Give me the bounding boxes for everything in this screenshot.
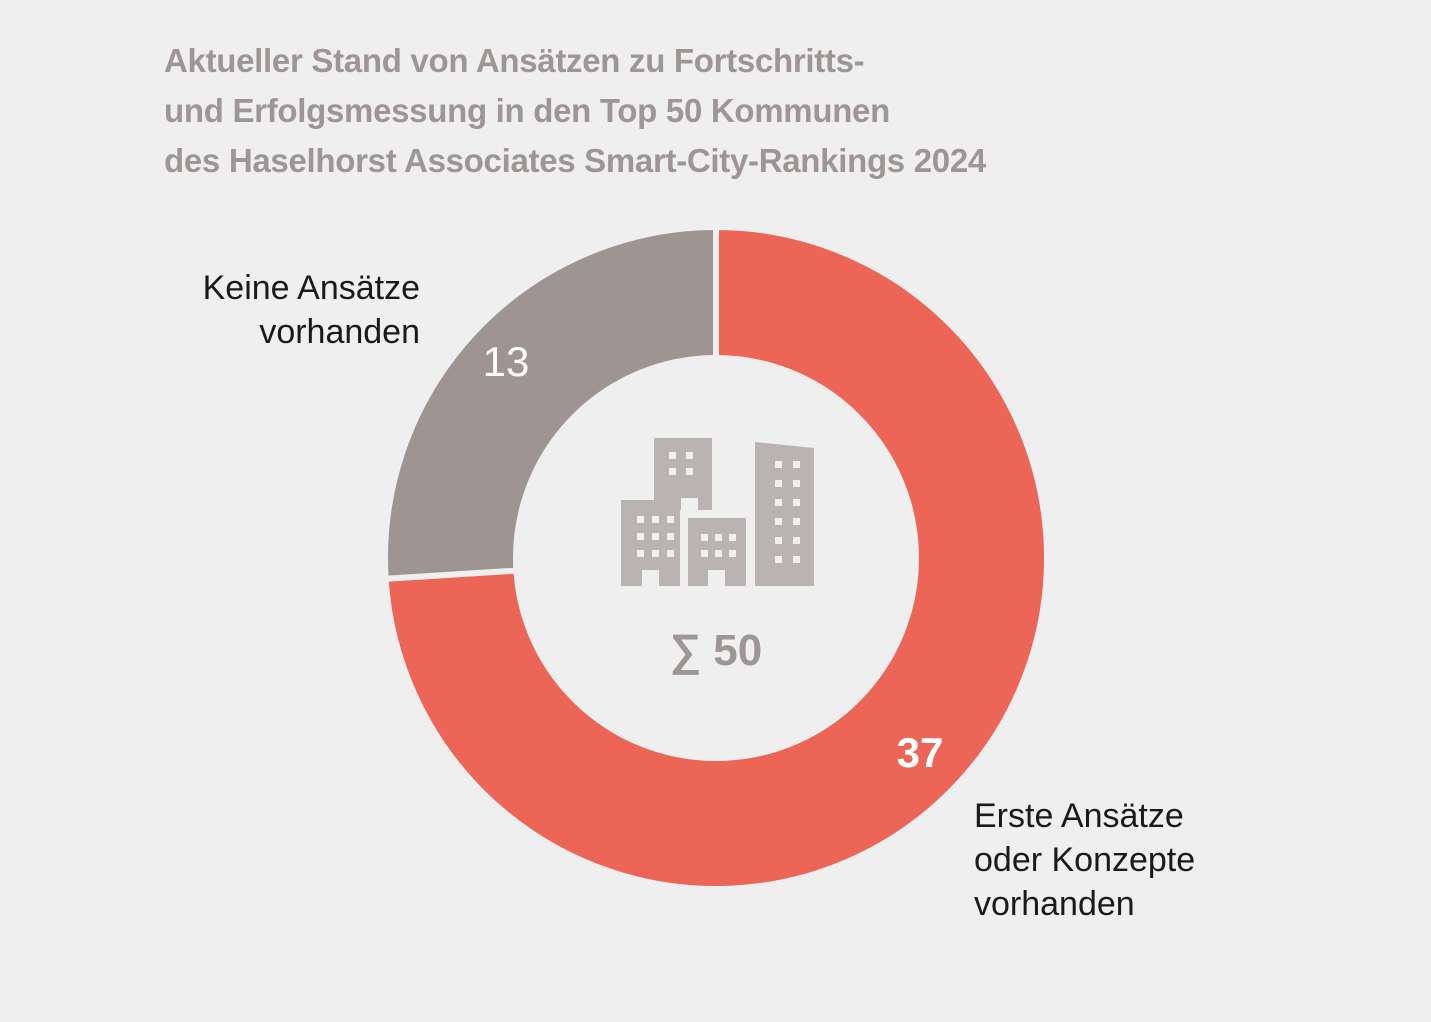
value-label-erste: 37 [897,729,944,776]
window-mark [652,516,659,523]
window-mark [793,480,800,487]
window-mark [686,452,693,459]
donut-slices [382,223,1050,892]
chart-title: Aktueller Stand von Ansätzen zu Fortschr… [164,36,1164,186]
window-mark [652,533,659,540]
window-mark [667,516,674,523]
window-mark [715,550,722,557]
window-mark [729,550,736,557]
window-mark [669,468,676,475]
chart-title-line: Aktueller Stand von Ansätzen zu Fortschr… [164,42,865,79]
total-label: ∑ 50 [670,626,763,675]
category-label-line: vorhanden [974,885,1135,923]
window-mark [701,534,708,541]
category-label-erste: Erste Ansätze oder Konzepte vorhanden [974,794,1274,926]
door-mark [642,570,659,586]
window-mark [686,468,693,475]
window-mark [637,516,644,523]
window-mark [637,550,644,557]
category-label-line: oder Konzepte [974,841,1196,879]
chart-title-line: des Haselhorst Associates Smart-City-Ran… [164,142,986,179]
window-mark [667,550,674,557]
window-mark [793,518,800,525]
window-mark [775,537,782,544]
window-mark [775,518,782,525]
window-mark [715,534,722,541]
category-label-line: Erste Ansätze [974,797,1184,835]
city-buildings-icon [621,438,814,586]
window-mark [775,556,782,563]
value-label-keine: 13 [483,338,530,385]
window-mark [775,480,782,487]
chart-title-line: und Erfolgsmessung in den Top 50 Kommune… [164,92,890,129]
window-mark [793,537,800,544]
window-mark [701,550,708,557]
window-mark [793,556,800,563]
slice-keine-ansaetze [382,223,719,582]
window-mark [669,452,676,459]
window-mark [793,461,800,468]
window-mark [667,533,674,540]
door-mark [708,570,725,586]
window-mark [729,534,736,541]
window-mark [775,499,782,506]
slice-erste-ansaetze [382,223,1050,892]
category-label-keine: Keine Ansätze vorhanden [150,266,420,354]
window-mark [793,499,800,506]
category-label-line: vorhanden [259,313,420,351]
category-label-line: Keine Ansätze [202,269,420,307]
window-mark [652,550,659,557]
window-mark [775,461,782,468]
window-mark [637,533,644,540]
